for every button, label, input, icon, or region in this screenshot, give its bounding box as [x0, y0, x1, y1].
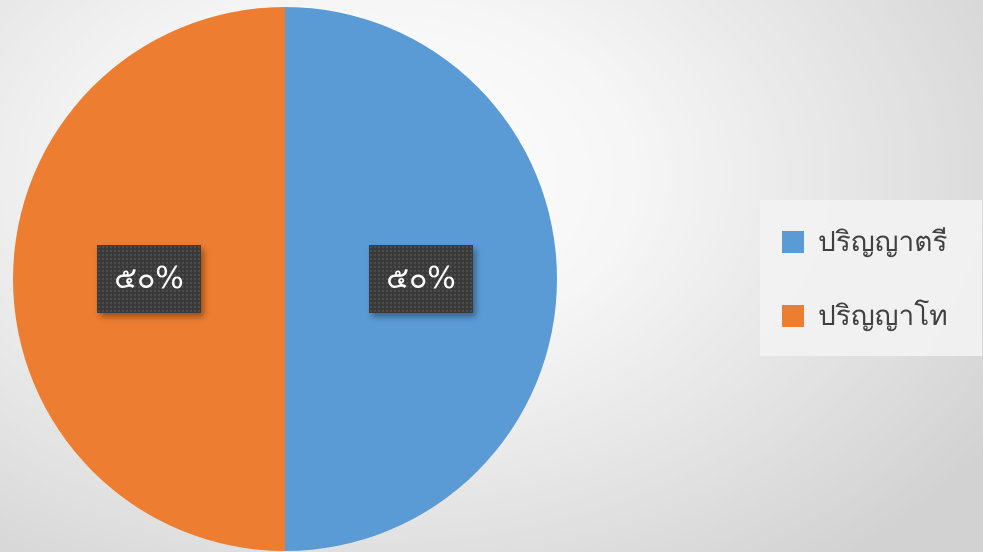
- legend-label-master: ปริญญาโท: [818, 299, 948, 332]
- data-label-bachelor: ๕๐%: [369, 245, 473, 313]
- legend-swatch-bachelor: [782, 231, 804, 253]
- data-label-master: ๕๐%: [97, 245, 201, 313]
- legend: ปริญญาตรี ปริญญาโท: [760, 200, 982, 356]
- legend-item-master: ปริญญาโท: [782, 296, 948, 336]
- legend-label-bachelor: ปริญญาตรี: [818, 225, 948, 258]
- legend-item-bachelor: ปริญญาตรี: [782, 222, 947, 262]
- legend-swatch-master: [782, 305, 804, 327]
